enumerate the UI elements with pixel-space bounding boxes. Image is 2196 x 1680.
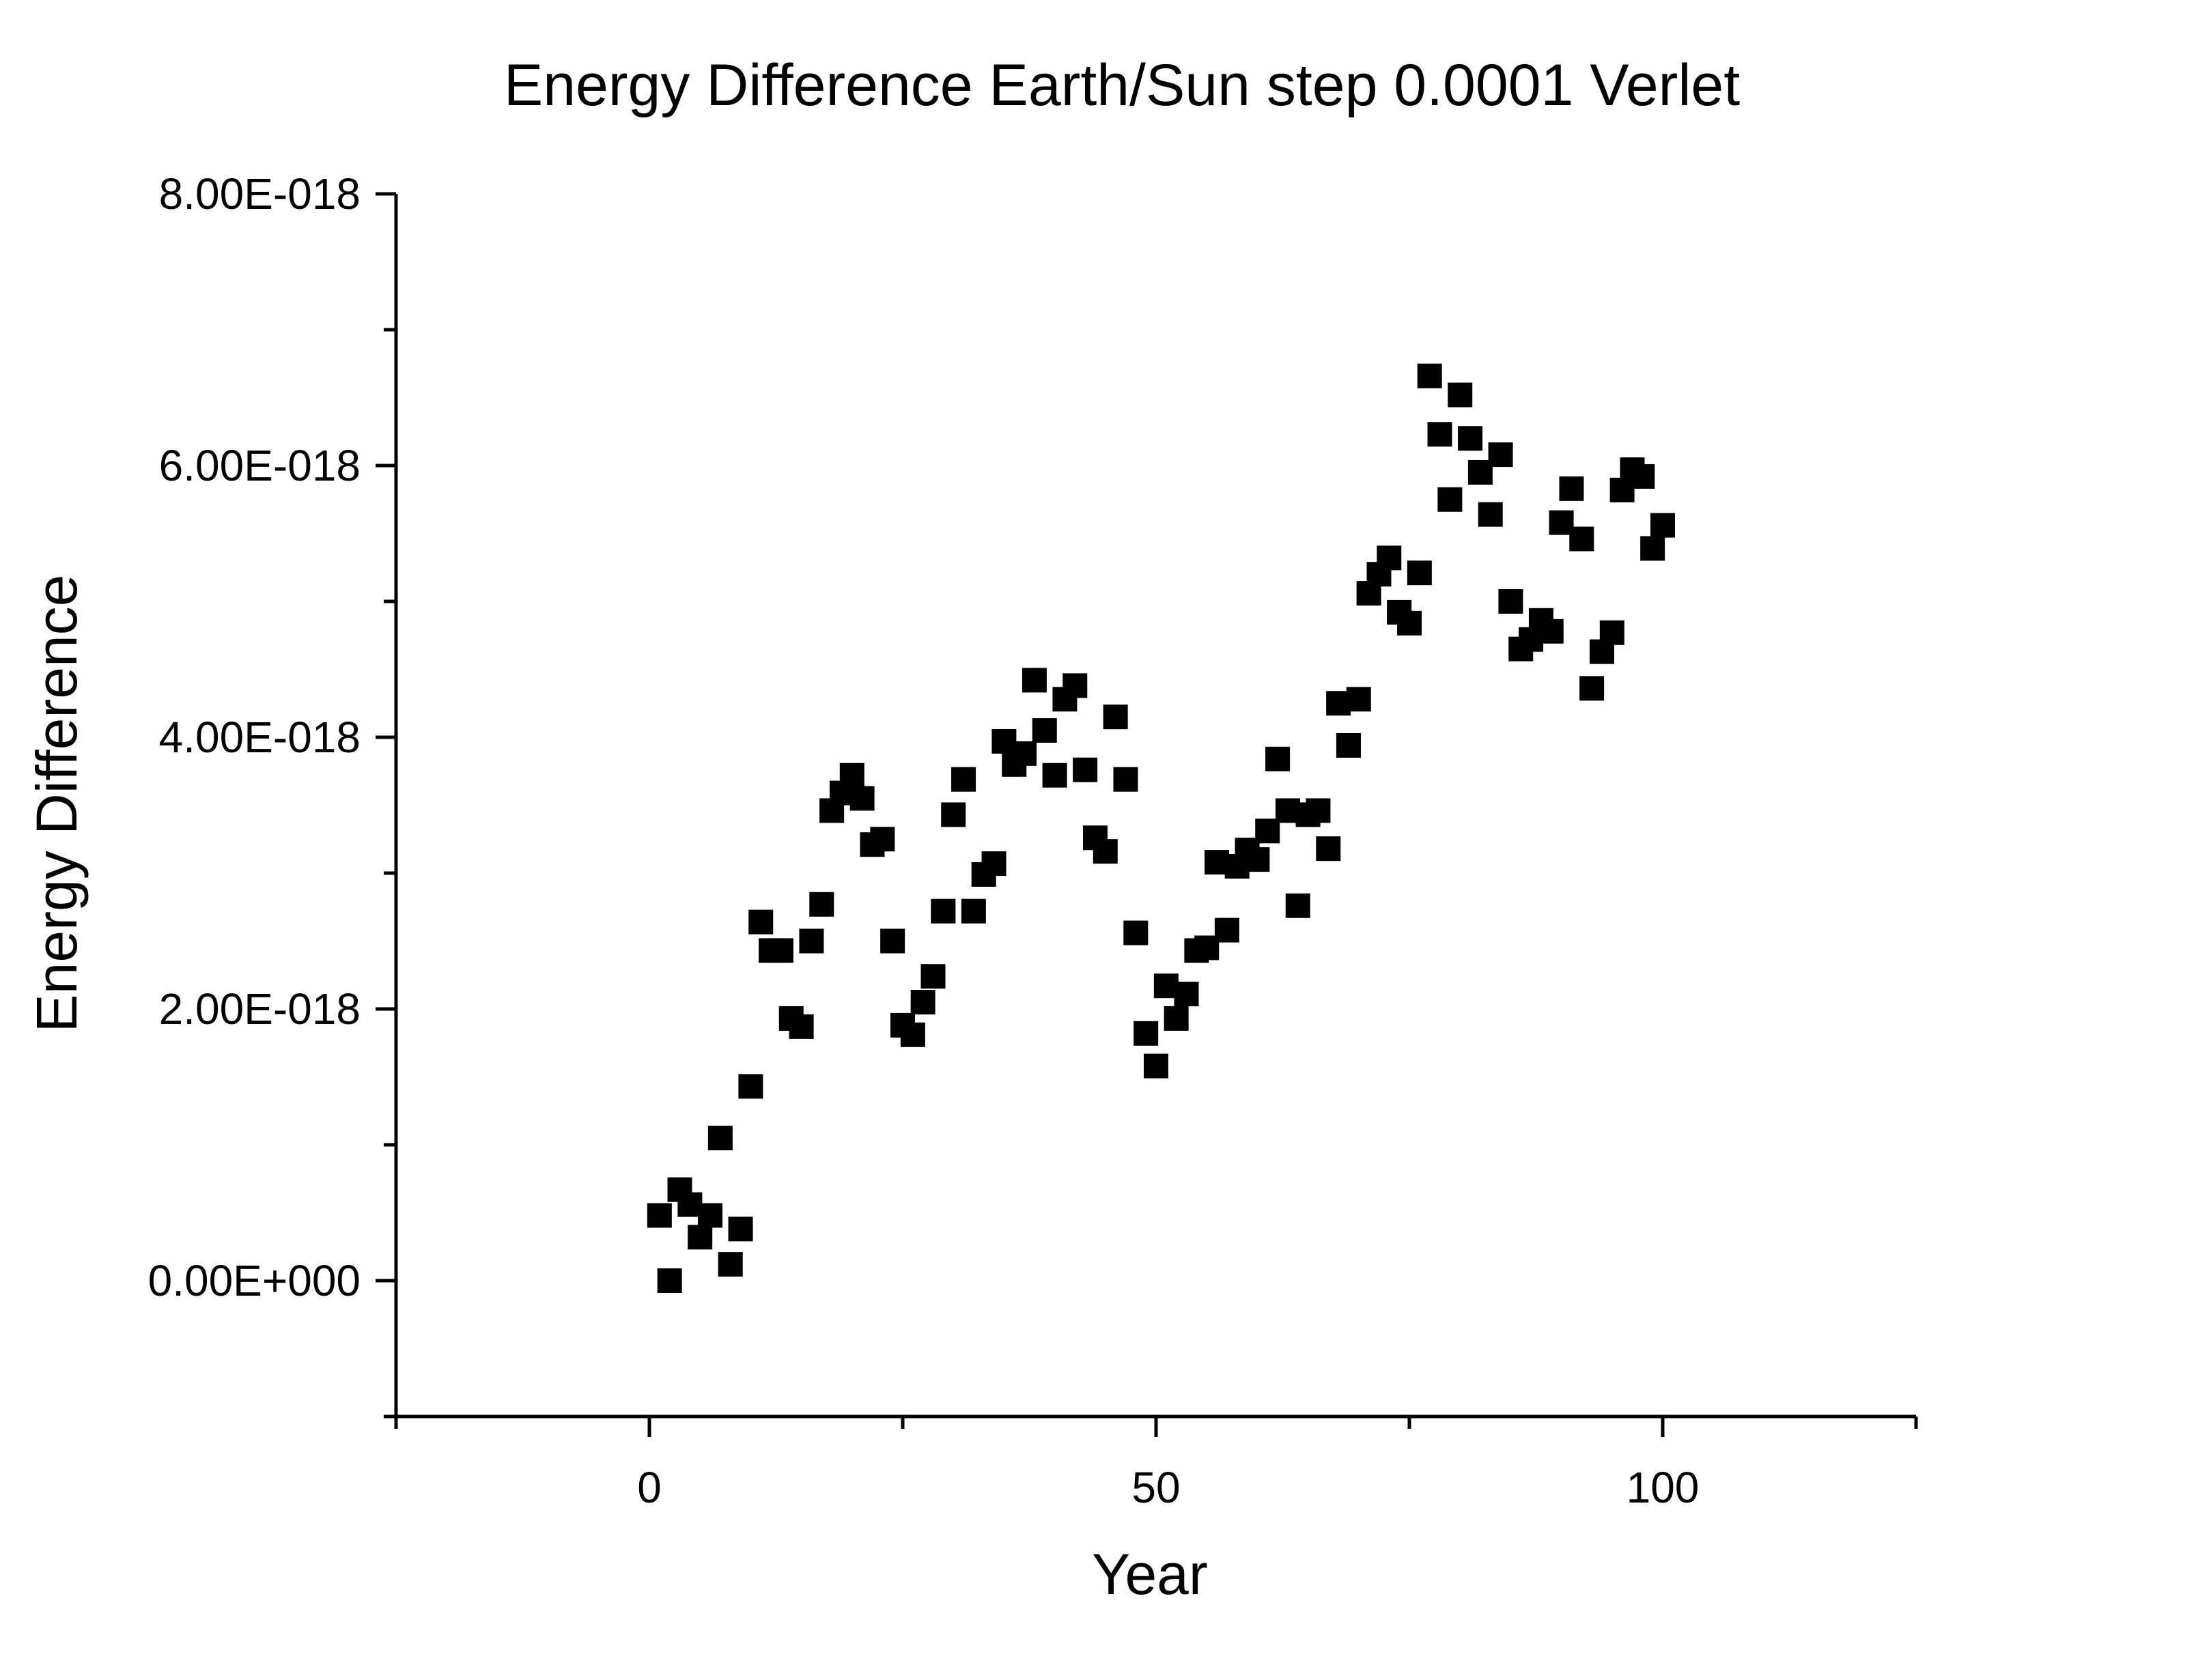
data-point	[688, 1225, 713, 1250]
data-point	[1630, 464, 1655, 489]
data-point	[738, 1074, 763, 1099]
data-point	[1599, 620, 1624, 645]
data-point	[1144, 1053, 1168, 1079]
data-point	[718, 1252, 743, 1277]
data-point	[920, 964, 946, 989]
data-point	[1448, 382, 1473, 408]
data-point	[1174, 982, 1199, 1007]
data-point	[657, 1268, 682, 1293]
data-point	[849, 786, 875, 811]
data-point	[1407, 560, 1432, 586]
data-point	[1650, 513, 1675, 538]
y-tick-label: 2.00E-018	[159, 984, 361, 1034]
data-point	[1640, 536, 1665, 561]
y-tick-label: 4.00E-018	[159, 713, 361, 762]
data-point	[698, 1203, 723, 1228]
data-point	[1458, 426, 1483, 451]
data-point	[870, 827, 895, 852]
data-points	[647, 363, 1675, 1293]
x-tick-label: 50	[1131, 1463, 1180, 1512]
data-point	[1012, 741, 1037, 766]
data-point	[910, 990, 935, 1015]
data-point	[1022, 668, 1047, 693]
data-point	[768, 938, 793, 963]
data-point	[1285, 893, 1310, 918]
data-point	[647, 1203, 672, 1228]
data-point	[1164, 1006, 1189, 1031]
y-tick-label: 0.00E+000	[148, 1256, 361, 1305]
data-point	[981, 851, 1006, 877]
data-point	[1417, 363, 1442, 388]
data-point	[748, 909, 774, 935]
data-point	[1042, 763, 1067, 788]
data-point	[941, 802, 966, 827]
data-point	[1579, 676, 1605, 701]
ticks: 0.00E+000 2.00E-018 4.00E-018 6.00E-018 8.00…	[148, 169, 1918, 1512]
data-point	[1346, 687, 1371, 712]
data-point	[1245, 847, 1270, 872]
x-tick-label: 0	[637, 1463, 662, 1512]
data-point	[1062, 673, 1088, 698]
data-point	[1437, 487, 1463, 512]
data-point	[839, 763, 864, 788]
data-point	[799, 928, 824, 954]
y-tick-label: 8.00E-018	[159, 169, 361, 218]
axes	[394, 194, 1916, 1419]
x-tick-label: 100	[1627, 1463, 1700, 1512]
data-point	[1093, 839, 1118, 864]
data-point	[809, 892, 834, 917]
data-point	[931, 898, 956, 924]
data-point	[1559, 476, 1584, 501]
x-axis-label: Year	[1092, 1542, 1208, 1606]
data-point	[1123, 920, 1149, 945]
data-point	[789, 1014, 814, 1039]
data-point	[1498, 589, 1523, 614]
data-point	[728, 1216, 753, 1242]
data-point	[951, 767, 976, 792]
data-point	[1538, 618, 1564, 644]
data-point	[1306, 798, 1331, 823]
data-point	[1488, 442, 1513, 468]
data-point	[1377, 545, 1402, 571]
data-point	[707, 1126, 733, 1151]
data-point	[1478, 502, 1503, 527]
data-point	[1073, 757, 1098, 782]
data-point	[900, 1022, 925, 1047]
chart-title: Energy Difference Earth/Sun step 0.0001 …	[504, 53, 1740, 118]
data-point	[1316, 836, 1341, 862]
data-point	[880, 928, 905, 954]
data-point	[1103, 704, 1128, 730]
data-point	[1427, 422, 1452, 447]
data-point	[1336, 732, 1361, 758]
data-point	[1032, 718, 1057, 743]
y-tick-label: 6.00E-018	[159, 441, 361, 490]
data-point	[1214, 917, 1239, 943]
data-point	[1265, 746, 1291, 771]
data-point	[1113, 767, 1138, 792]
data-point	[1134, 1021, 1159, 1046]
data-point	[961, 898, 986, 924]
data-point	[1569, 526, 1594, 552]
data-point	[1397, 610, 1422, 636]
y-axis-label: Energy Difference	[25, 575, 89, 1033]
